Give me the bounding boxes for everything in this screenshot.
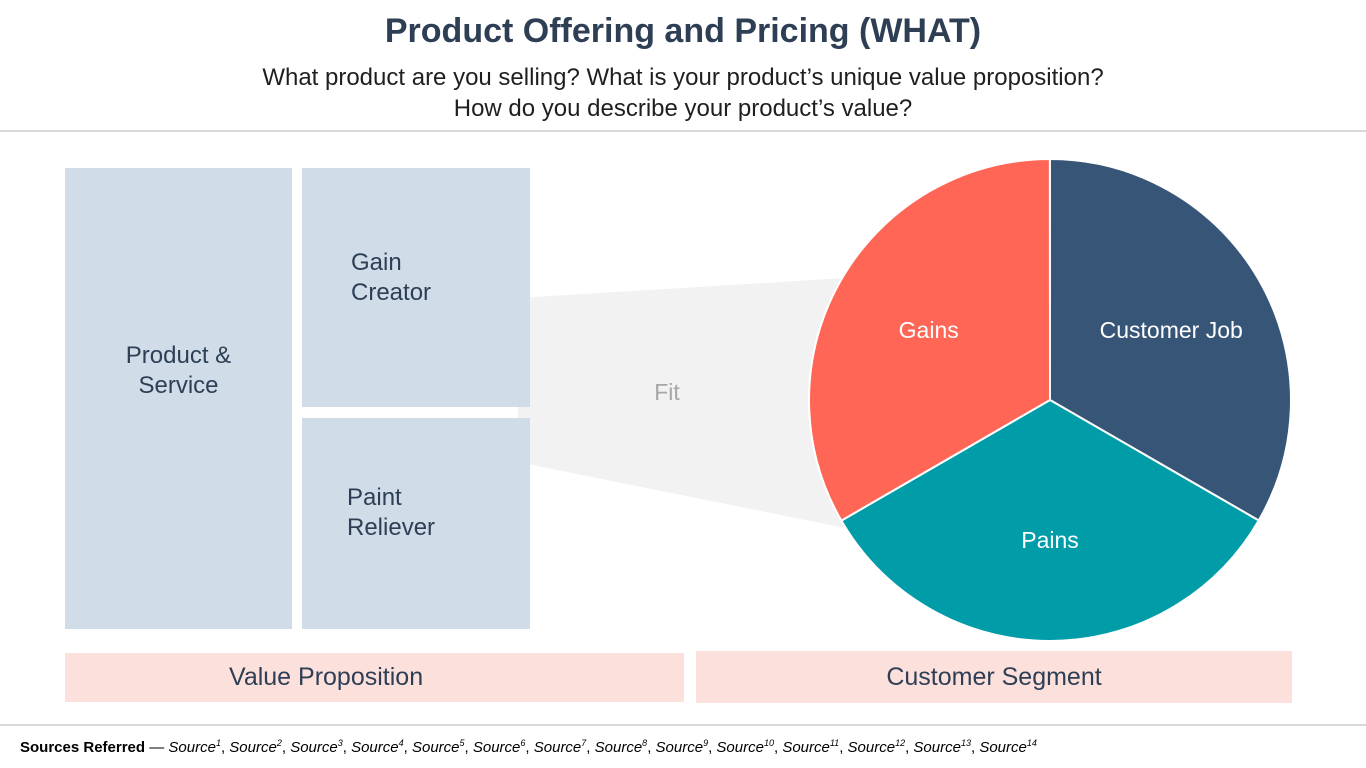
pain-reliever-label-line2: Reliever [347,514,436,541]
source-ref[interactable]: Source12 [847,738,906,756]
pie-segment-pains [839,398,1261,643]
pie-label-customer-job: Customer Job [1100,317,1243,343]
customer-segment-bar: Customer Segment [696,651,1292,703]
gain-creator-box: Gain Creator [302,168,530,407]
sources-footer: Sources Referred — Source1, Source2, Sou… [20,738,1037,756]
sources-prefix: Sources Referred [20,739,146,756]
source-ref[interactable]: Source4 [351,738,404,756]
product-service-label-line2: Service [138,372,219,399]
source-ref[interactable]: Source14 [979,738,1037,756]
source-ref[interactable]: Source2 [229,738,282,756]
pie-segment-customer-job [1049,157,1293,522]
sources-list: Source1, Source2, Source3, Source4, Sour… [168,738,1037,756]
subtitle-line-1: What product are you selling? What is yo… [262,64,1104,91]
fit-label: Fit [654,379,680,405]
source-ref[interactable]: Source6 [472,738,526,756]
source-ref[interactable]: Source7 [533,738,587,756]
page-title: Product Offering and Pricing (WHAT) [384,12,982,50]
sources-dash: — [145,739,169,756]
fit-band [518,278,845,528]
pain-reliever-box: Paint Reliever [302,418,530,629]
source-ref[interactable]: Source1 [168,738,221,756]
gain-creator-label-line2: Creator [351,279,432,306]
value-proposition-label: Value Proposition [229,663,424,691]
gain-creator-label-line1: Gain [351,249,402,276]
source-ref[interactable]: Source9 [655,738,709,756]
header-divider [0,130,1366,132]
pain-reliever-label-line1: Paint [347,484,402,511]
source-ref[interactable]: Source10 [716,738,774,756]
pie-label-pains: Pains [1021,527,1079,553]
customer-segment-label: Customer Segment [886,662,1102,691]
customer-profile-pie: Customer Job Pains Gains [808,157,1293,643]
page-subtitle: What product are you selling? What is yo… [0,62,1366,124]
subtitle-line-2: How do you describe your product’s value… [453,95,913,122]
footer-divider [0,724,1366,726]
source-ref[interactable]: Source3 [290,738,343,756]
pie-segment-gains [808,157,1052,522]
source-ref[interactable]: Source5 [411,738,465,756]
value-proposition-bar: Value Proposition [65,653,684,702]
source-ref[interactable]: Source13 [913,738,971,756]
pie-label-gains: Gains [899,317,959,343]
source-ref[interactable]: Source8 [594,738,648,756]
product-service-label-line1: Product & [125,342,232,369]
product-service-box: Product & Service [65,168,292,629]
source-ref[interactable]: Source11 [782,738,840,756]
